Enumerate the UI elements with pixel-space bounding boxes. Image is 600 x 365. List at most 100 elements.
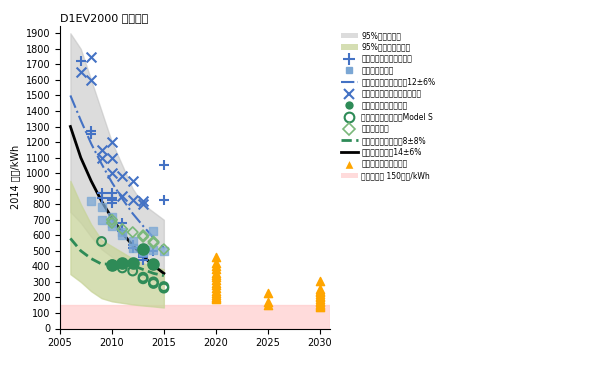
- Point: [138, 253, 148, 258]
- Point: [315, 295, 325, 300]
- Point: [107, 191, 117, 196]
- Point: [97, 239, 106, 245]
- Point: [159, 285, 169, 291]
- Point: [76, 58, 86, 64]
- Point: [159, 284, 169, 289]
- Text: D1EV2000 第一电动: D1EV2000 第一电动: [60, 14, 148, 23]
- Point: [97, 195, 106, 201]
- Point: [211, 285, 221, 291]
- Point: [149, 240, 158, 246]
- Point: [107, 200, 117, 205]
- Point: [107, 155, 117, 161]
- Bar: [60, 305, 330, 328]
- Point: [138, 234, 148, 240]
- Point: [128, 197, 137, 203]
- Point: [315, 299, 325, 305]
- Y-axis label: 2014 美元/kWh: 2014 美元/kWh: [10, 145, 20, 209]
- Point: [97, 147, 106, 153]
- Point: [118, 226, 127, 232]
- Point: [211, 270, 221, 276]
- Point: [149, 247, 158, 253]
- Point: [86, 54, 96, 59]
- Point: [211, 292, 221, 298]
- Point: [128, 239, 137, 245]
- Point: [107, 195, 117, 201]
- Point: [118, 193, 127, 199]
- Point: [107, 262, 117, 268]
- Point: [97, 217, 106, 223]
- Point: [138, 248, 148, 254]
- Point: [211, 260, 221, 266]
- Point: [86, 131, 96, 137]
- Point: [315, 296, 325, 302]
- Point: [118, 173, 127, 179]
- Point: [211, 264, 221, 269]
- Point: [97, 204, 106, 210]
- Point: [263, 290, 272, 296]
- Point: [128, 260, 137, 266]
- Point: [315, 293, 325, 299]
- Point: [149, 281, 158, 287]
- Point: [138, 198, 148, 204]
- Point: [118, 228, 127, 234]
- Point: [138, 246, 148, 252]
- Point: [86, 198, 96, 204]
- Point: [107, 223, 117, 229]
- Point: [138, 249, 148, 255]
- Point: [315, 302, 325, 308]
- Point: [107, 262, 117, 268]
- Point: [118, 265, 127, 271]
- Point: [315, 297, 325, 303]
- Point: [128, 245, 137, 251]
- Point: [138, 201, 148, 207]
- Point: [138, 257, 148, 263]
- Point: [211, 266, 221, 272]
- Point: [107, 170, 117, 176]
- Point: [138, 274, 148, 280]
- Point: [86, 128, 96, 134]
- Point: [118, 229, 127, 235]
- Point: [159, 246, 169, 252]
- Point: [315, 289, 325, 295]
- Point: [211, 288, 221, 294]
- Point: [76, 69, 86, 75]
- Point: [138, 276, 148, 282]
- Point: [211, 295, 221, 301]
- Point: [138, 233, 148, 238]
- Point: [149, 228, 158, 234]
- Point: [97, 191, 106, 196]
- Point: [86, 77, 96, 83]
- Point: [107, 220, 117, 226]
- Point: [159, 197, 169, 203]
- Point: [107, 139, 117, 145]
- Point: [211, 272, 221, 278]
- Point: [107, 197, 117, 203]
- Point: [118, 220, 127, 226]
- Point: [315, 301, 325, 307]
- Point: [149, 279, 158, 285]
- Point: [159, 162, 169, 168]
- Point: [315, 288, 325, 294]
- Point: [107, 214, 117, 220]
- Point: [211, 295, 221, 300]
- Point: [263, 302, 272, 308]
- Point: [315, 303, 325, 309]
- Point: [211, 290, 221, 296]
- Point: [315, 291, 325, 297]
- Point: [107, 220, 117, 226]
- Point: [118, 233, 127, 238]
- Legend: 95%参考全行业, 95%参考市场领先者, 出版物、报道和学术期刊, 专家学者的预测, 新闻报道和报纸，降幅12±6%, 没有明确路线的额外成本预估, 市场领导: 95%参考全行业, 95%参考市场领先者, 出版物、报道和学术期刊, 专家学者的…: [339, 29, 437, 181]
- Point: [263, 299, 272, 305]
- Point: [315, 278, 325, 284]
- Point: [211, 282, 221, 288]
- Point: [128, 178, 137, 184]
- Point: [211, 296, 221, 302]
- Point: [211, 280, 221, 285]
- Point: [97, 155, 106, 161]
- Point: [315, 286, 325, 292]
- Point: [149, 239, 158, 245]
- Point: [128, 245, 137, 251]
- Point: [315, 304, 325, 310]
- Point: [138, 254, 148, 260]
- Point: [211, 277, 221, 283]
